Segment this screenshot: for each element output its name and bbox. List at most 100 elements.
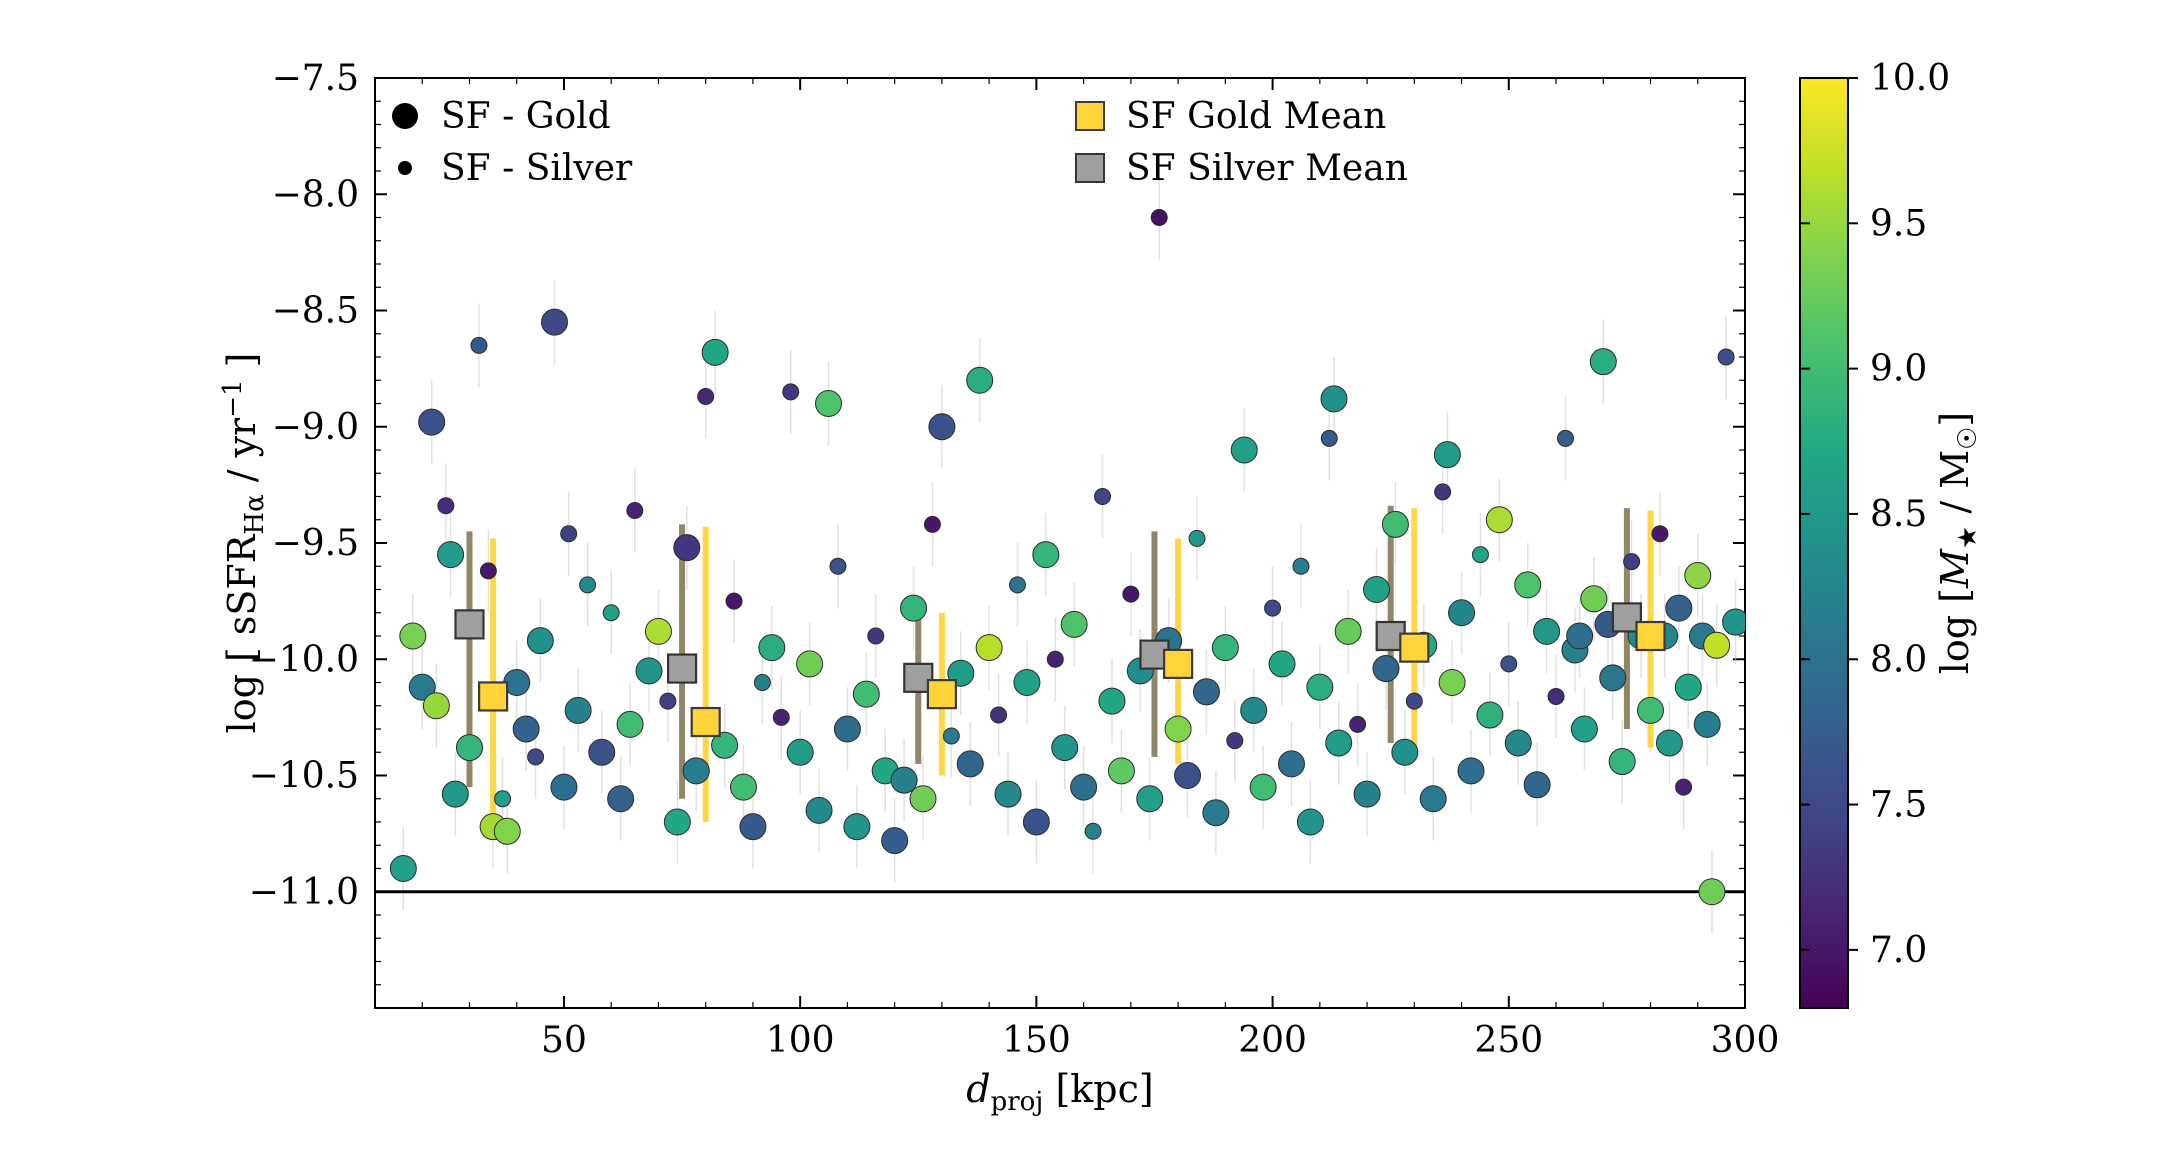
scatter-point <box>910 786 936 812</box>
scatter-point <box>438 498 454 514</box>
scatter-point <box>1515 572 1541 598</box>
scatter-point <box>1666 595 1692 621</box>
colorbar <box>1800 78 1848 1008</box>
scatter-point <box>1685 563 1711 589</box>
scatter-point <box>1085 823 1101 839</box>
colorbar-tick-label: 7.5 <box>1870 785 1927 826</box>
scatter-point <box>1326 730 1352 756</box>
colorbar-label: log [M★ / M☉] <box>1933 412 1983 675</box>
scatter-point <box>1293 558 1309 574</box>
scatter-point <box>627 502 643 518</box>
scatter-point <box>1212 635 1238 661</box>
scatter-point <box>754 675 770 691</box>
y-tick-label: −9.5 <box>272 523 359 564</box>
scatter-point <box>1354 781 1380 807</box>
scatter-point <box>1548 688 1564 704</box>
gold-mean-marker <box>928 680 956 708</box>
scatter-point <box>1449 600 1475 626</box>
scatter-point <box>442 781 468 807</box>
scatter-point <box>565 697 591 723</box>
x-tick-label: 50 <box>541 1020 587 1061</box>
scatter-point <box>1600 665 1626 691</box>
scatter-point <box>1193 679 1219 705</box>
scatter-point <box>901 595 927 621</box>
scatter-point <box>1458 758 1484 784</box>
scatter-point <box>438 542 464 568</box>
scatter-point <box>698 389 714 405</box>
gold-mean-marker <box>1400 634 1428 662</box>
scatter-point <box>1307 674 1333 700</box>
scatter-point <box>471 337 487 353</box>
scatter-point <box>589 739 615 765</box>
scatter-point <box>1265 600 1281 616</box>
colorbar-tick-label: 9.0 <box>1870 349 1927 390</box>
scatter-point <box>1095 489 1111 505</box>
scatter-point <box>1472 547 1488 563</box>
scatter-point <box>1241 697 1267 723</box>
scatter-point <box>1175 763 1201 789</box>
scatter-point <box>759 635 785 661</box>
scatter-point <box>1137 786 1163 812</box>
x-tick-label: 300 <box>1711 1020 1780 1061</box>
scatter-point <box>527 628 553 654</box>
scatter-point <box>495 791 511 807</box>
scatter-chart: 50100150200250300−7.5−8.0−8.5−9.0−9.5−10… <box>0 0 2166 1162</box>
scatter-point <box>844 814 870 840</box>
scatter-point <box>1723 609 1749 635</box>
scatter-point <box>1652 526 1668 542</box>
y-tick-label: −10.0 <box>249 639 359 680</box>
scatter-point <box>551 774 577 800</box>
scatter-point <box>1321 430 1337 446</box>
chart-container: { "canvas": { "w": 2166, "h": 1162 }, "p… <box>0 0 2166 1162</box>
scatter-point <box>957 751 983 777</box>
scatter-point <box>1250 774 1276 800</box>
scatter-point <box>1638 697 1664 723</box>
scatter-point <box>400 623 426 649</box>
scatter-point <box>929 414 955 440</box>
scatter-point <box>1203 800 1229 826</box>
scatter-point <box>1420 786 1446 812</box>
plot-frame <box>375 78 1745 1008</box>
scatter-point <box>1505 730 1531 756</box>
scatter-point <box>603 605 619 621</box>
scatter-point <box>943 728 959 744</box>
scatter-point <box>1297 809 1323 835</box>
gold-mean-marker <box>692 708 720 736</box>
scatter-point <box>730 774 756 800</box>
scatter-point <box>816 391 842 417</box>
scatter-point <box>480 563 496 579</box>
legend-right-marker <box>1076 102 1104 130</box>
scatter-point <box>976 635 1002 661</box>
scatter-point <box>1439 670 1465 696</box>
scatter-point <box>882 828 908 854</box>
y-tick-label: −8.0 <box>272 174 359 215</box>
scatter-point <box>674 535 700 561</box>
scatter-point <box>967 367 993 393</box>
legend-left-label: SF - Gold <box>441 96 611 137</box>
gold-mean-marker <box>1637 622 1665 650</box>
scatter-point <box>787 739 813 765</box>
scatter-point <box>1227 733 1243 749</box>
legend-right-label: SF Gold Mean <box>1126 96 1386 137</box>
scatter-point <box>1009 577 1025 593</box>
scatter-point <box>924 516 940 532</box>
scatter-point <box>617 711 643 737</box>
scatter-point <box>1151 210 1167 226</box>
scatter-point <box>608 786 634 812</box>
scatter-point <box>991 707 1007 723</box>
colorbar-tick-label: 10.0 <box>1870 58 1950 99</box>
scatter-point <box>1699 879 1725 905</box>
scatter-point <box>1609 749 1635 775</box>
colorbar-tick-label: 8.0 <box>1870 639 1927 680</box>
scatter-point <box>1656 730 1682 756</box>
scatter-point <box>868 628 884 644</box>
scatter-point <box>419 409 445 435</box>
y-tick-label: −8.5 <box>272 291 359 332</box>
colorbar-tick-label: 9.5 <box>1870 203 1927 244</box>
scatter-point <box>1675 674 1701 700</box>
scatter-point <box>1023 809 1049 835</box>
scatter-point <box>1278 751 1304 777</box>
scatter-point <box>1557 430 1573 446</box>
y-tick-label: −11.0 <box>249 872 359 913</box>
silver-mean-marker <box>668 655 696 683</box>
